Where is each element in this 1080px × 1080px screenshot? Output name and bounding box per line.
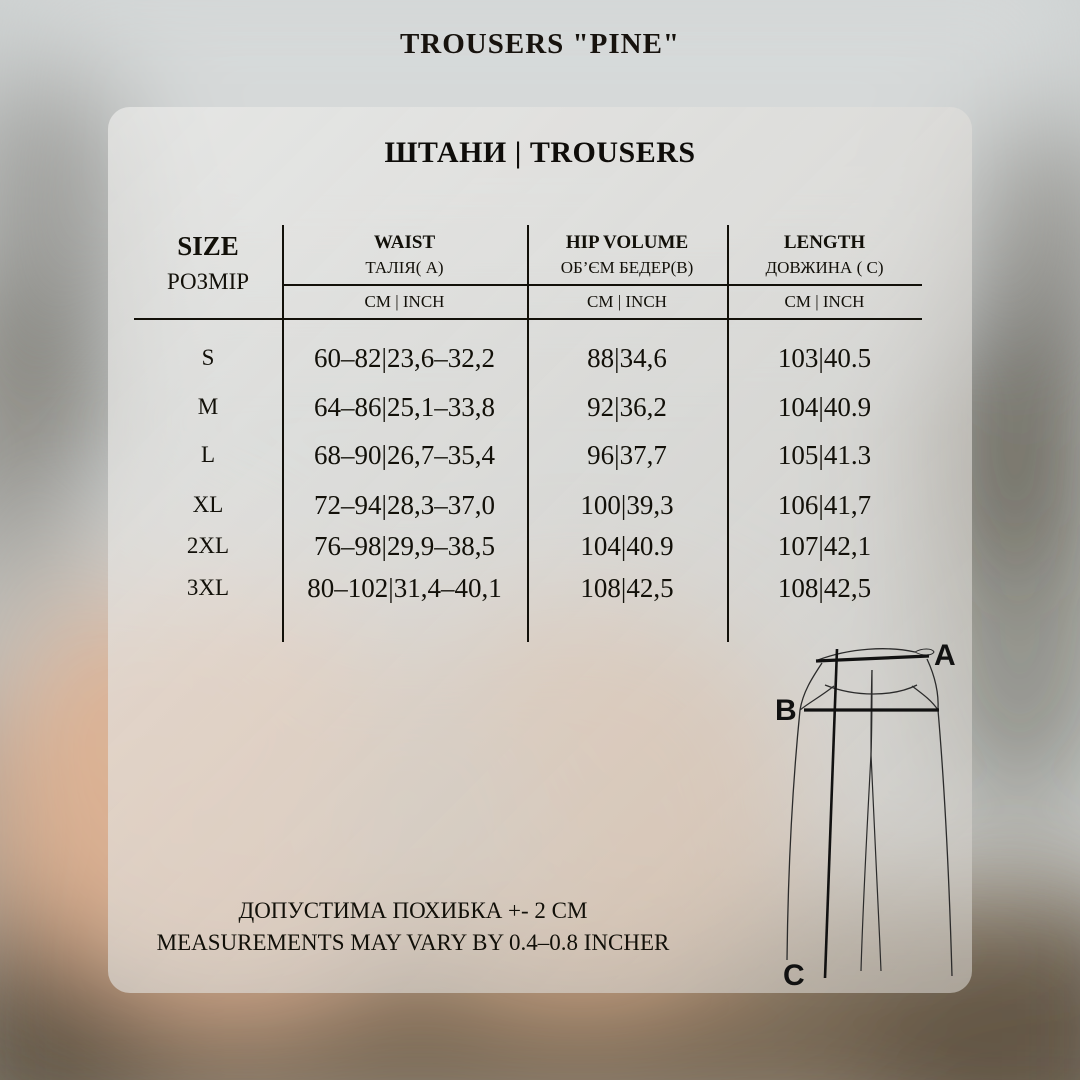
svg-text:B: B [775,694,797,727]
svg-text:C: C [783,959,805,992]
svg-text:A: A [934,639,956,672]
